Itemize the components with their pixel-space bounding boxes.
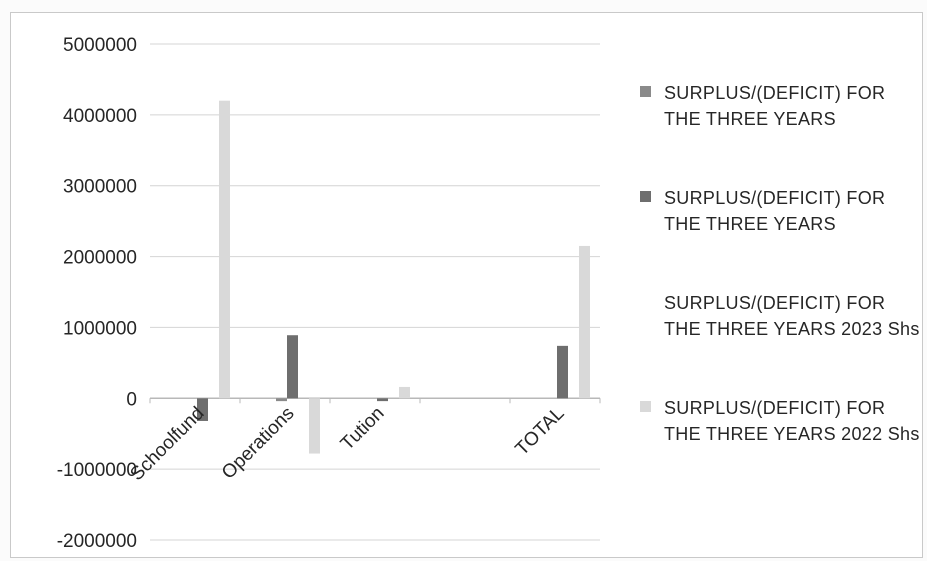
legend-swatch <box>640 191 651 202</box>
legend-swatch <box>640 86 651 97</box>
y-tick-label: -1000000 <box>57 460 137 481</box>
y-tick-label: -2000000 <box>57 531 137 552</box>
legend-label: SURPLUS/(DEFICIT) FOR THE THREE YEARS 20… <box>664 398 920 444</box>
y-tick-label: 5000000 <box>63 35 137 56</box>
y-tick-label: 3000000 <box>63 177 137 198</box>
bar-schoolfund-series-2 <box>197 398 208 421</box>
bar-tution-series-4 <box>399 386 410 399</box>
gridlines <box>150 43 600 541</box>
bars-group <box>197 100 590 454</box>
y-tick-label: 2000000 <box>63 248 137 269</box>
x-category-label: Schoolfund <box>126 403 208 485</box>
y-tick-label: 4000000 <box>63 106 137 127</box>
x-category-label: TOTAL <box>512 403 569 460</box>
bar-total-series-2 <box>557 345 568 399</box>
legend-swatch <box>640 296 651 307</box>
bar-total-series-4 <box>579 245 590 399</box>
x-category-label: Operations <box>218 403 299 484</box>
legend-swatch <box>640 401 651 412</box>
x-axis-categories: Schoolfund Operations Tution TOTAL <box>126 403 568 485</box>
y-tick-label: 1000000 <box>63 318 137 339</box>
legend-label: SURPLUS/(DEFICIT) FOR THE THREE YEARS <box>664 188 886 234</box>
x-category-label: Tution <box>337 403 389 455</box>
bar-schoolfund-series-4 <box>219 100 230 399</box>
bar-tution-series-2 <box>377 398 388 402</box>
bar-operations-series-1 <box>276 398 287 402</box>
bar-operations-series-2 <box>287 335 298 399</box>
legend-label: SURPLUS/(DEFICIT) FOR THE THREE YEARS 20… <box>664 293 920 339</box>
y-tick-label: 0 <box>126 389 137 410</box>
bar-operations-series-4 <box>309 398 320 454</box>
chart-frame <box>10 12 923 558</box>
legend-label: SURPLUS/(DEFICIT) FOR THE THREE YEARS <box>664 83 886 129</box>
zero-axis-line <box>149 397 601 404</box>
y-axis-ticks: 5000000 4000000 3000000 2000000 1000000 0 -100… <box>57 35 137 552</box>
